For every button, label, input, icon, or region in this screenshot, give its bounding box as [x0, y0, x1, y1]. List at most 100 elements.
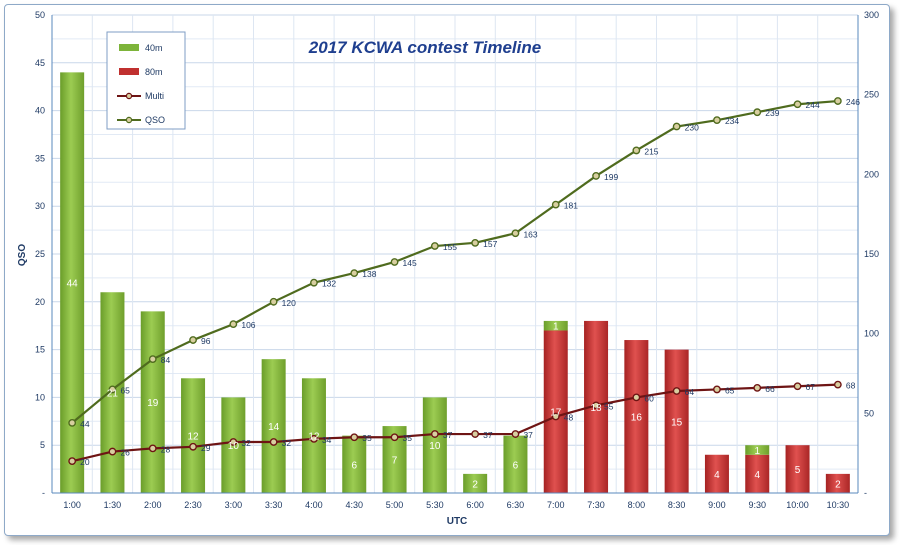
bar-label-80m: 2 — [835, 479, 841, 490]
point-qso — [430, 242, 439, 250]
x-tick-label: 6:30 — [507, 500, 525, 510]
point-label-multi: 48 — [564, 413, 574, 423]
legend-label-qso: QSO — [145, 115, 165, 125]
y2-tick-label: 150 — [864, 249, 879, 259]
legend: 40m 80m Multi QSO — [106, 31, 186, 130]
point-label-multi: 32 — [282, 438, 292, 448]
point-label-multi: 35 — [362, 433, 372, 443]
point-label-qso: 132 — [322, 279, 336, 289]
x-tick-label: 8:30 — [668, 500, 686, 510]
point-label-multi: 67 — [806, 382, 816, 392]
bar-40m — [463, 473, 488, 493]
x-tick-label: 2:30 — [184, 500, 202, 510]
point-label-qso: 84 — [161, 355, 171, 365]
point-qso — [350, 269, 359, 278]
x-tick-label: 6:00 — [466, 500, 484, 510]
point-label-multi: 66 — [765, 384, 775, 394]
point-label-qso: 234 — [725, 116, 739, 126]
point-qso — [189, 336, 197, 344]
point-label-multi: 28 — [161, 444, 171, 454]
bar-40m — [342, 435, 367, 493]
bar-40m — [140, 311, 165, 493]
point-multi — [793, 382, 802, 391]
point-qso — [269, 297, 278, 306]
point-multi — [189, 442, 197, 451]
x-tick-label: 4:30 — [345, 500, 363, 510]
legend-swatch-80m — [119, 68, 139, 75]
point-qso — [551, 200, 560, 209]
lines — [68, 97, 842, 466]
point-multi — [753, 383, 762, 392]
point-label-qso: 157 — [483, 239, 497, 249]
point-qso — [108, 385, 117, 394]
x-tick-label: 10:00 — [786, 500, 809, 510]
bar-label-80m: 4 — [754, 470, 760, 481]
point-qso — [672, 122, 681, 131]
bar-label-80m: 15 — [671, 417, 683, 428]
y-tick-label: 45 — [35, 58, 45, 68]
y-tick-label: 35 — [35, 153, 45, 163]
point-qso — [753, 108, 762, 117]
point-label-qso: 155 — [443, 242, 457, 252]
bar-80m — [543, 330, 568, 493]
point-label-multi: 37 — [523, 430, 533, 440]
bar-label-40m: 21 — [107, 389, 119, 400]
bar-40m — [261, 359, 286, 493]
point-label-qso: 96 — [201, 336, 211, 346]
point-multi — [310, 434, 318, 443]
y-tick-label: 25 — [35, 249, 45, 259]
bar-40m — [422, 397, 447, 493]
point-multi — [713, 385, 721, 394]
point-qso — [592, 172, 600, 180]
point-label-multi: 37 — [483, 430, 493, 440]
point-label-qso: 138 — [362, 269, 376, 279]
x-tick-label: 1:00 — [63, 500, 81, 510]
y-tick-label: 30 — [35, 201, 45, 211]
point-multi — [632, 393, 641, 402]
legend-swatch-marker-multi — [125, 92, 133, 100]
point-multi — [833, 380, 842, 389]
point-qso — [632, 146, 641, 155]
x-tick-label: 5:30 — [426, 500, 444, 510]
bar-label-40m: 12 — [187, 432, 199, 443]
bar-label-80m: 5 — [795, 465, 801, 476]
bar-label-40m: 19 — [147, 398, 159, 409]
bar-label-40m: 14 — [268, 422, 280, 433]
bars — [60, 72, 850, 494]
bar-80m — [785, 445, 810, 493]
y-tick-label: 5 — [40, 440, 45, 450]
bar-40m — [181, 378, 206, 493]
point-label-multi: 26 — [120, 448, 130, 458]
point-label-qso: 145 — [403, 258, 417, 268]
bar-80m — [745, 454, 770, 493]
point-label-qso: 44 — [80, 419, 90, 429]
point-multi — [68, 457, 77, 466]
point-label-multi: 64 — [685, 387, 695, 397]
x-tick-label: 1:30 — [104, 500, 122, 510]
point-qso — [833, 97, 842, 105]
point-label-multi: 34 — [322, 435, 332, 445]
x-tick-label: 3:30 — [265, 500, 283, 510]
point-multi — [148, 444, 157, 453]
point-label-qso: 239 — [765, 108, 779, 118]
bar-label-40m: 6 — [351, 460, 357, 471]
y2-tick-label: - — [864, 488, 867, 498]
point-label-multi: 68 — [846, 381, 856, 391]
y2-tick-label: 250 — [864, 90, 879, 100]
point-multi — [390, 433, 399, 442]
point-label-multi: 55 — [604, 401, 614, 411]
y2-tick-label: 200 — [864, 169, 879, 179]
bar-label-40m: 44 — [67, 279, 79, 290]
point-qso — [68, 418, 77, 427]
bar-label-80m: 17 — [550, 408, 562, 419]
point-multi — [108, 447, 117, 456]
bar-label-40m: 1 — [553, 322, 559, 333]
bar-label-40m: 1 — [754, 446, 760, 457]
point-label-qso: 230 — [685, 123, 699, 133]
legend-swatch-marker-qso — [125, 116, 133, 124]
chart: -5101520253035404550-501001502002503001:… — [17, 10, 879, 527]
point-multi — [269, 438, 278, 446]
point-qso — [229, 320, 238, 329]
point-multi — [350, 433, 359, 442]
